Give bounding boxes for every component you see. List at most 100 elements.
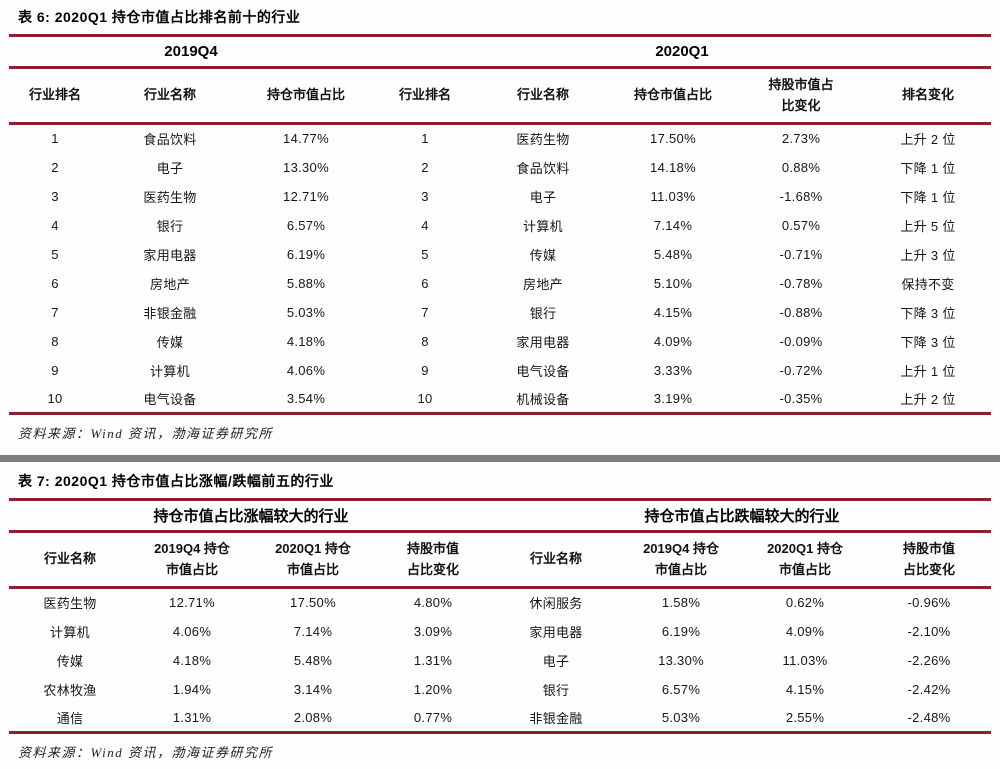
table-cell: 计算机 — [150, 363, 190, 379]
table-cell: 13.30% — [283, 159, 329, 175]
table-cell: 6 — [51, 275, 59, 291]
table-cell: 非银金融 — [143, 305, 197, 321]
section-divider-bar — [0, 455, 1000, 462]
table-cell: 电气设备 — [101, 384, 239, 415]
table-cell: 3 — [51, 188, 59, 204]
table-cell: 4.15% — [785, 681, 825, 697]
column-header-cell: 2020Q1 持仓 市值占比 — [253, 531, 373, 589]
table-cell: 3.33% — [653, 362, 693, 378]
table6-title: 表 6: 2020Q1 持仓市值占比排名前十的行业 — [18, 9, 301, 25]
table-cell: 电子 — [529, 189, 557, 205]
table-cell: 7 — [421, 304, 429, 320]
table-cell: 7.14% — [293, 623, 333, 639]
table-cell: 5.03% — [286, 304, 326, 320]
table-cell: 2 — [421, 159, 429, 175]
column-header-cell: 行业名称 — [477, 67, 609, 125]
table-cell: 3.19% — [609, 384, 737, 415]
table7-group-losers: 持仓市值占比跌幅较大的行业 — [493, 498, 992, 533]
table-cell: 4.15% — [653, 304, 693, 320]
column-header-cell: 持仓市值占比 — [239, 67, 373, 125]
table-cell: 食品饮料 — [516, 160, 570, 176]
table-cell: -0.72% — [779, 362, 823, 378]
table-cell: 9 — [421, 362, 429, 378]
table-cell: 下降 3 位 — [900, 334, 956, 350]
table-cell: 传媒 — [529, 247, 557, 263]
table-cell: 3.54% — [239, 384, 373, 415]
table-cell: 医药生物 — [516, 132, 570, 148]
table-cell: 计算机 — [523, 218, 563, 234]
table-cell: 4 — [51, 217, 59, 233]
table-row: 通信 1.31% 2.08% 0.77% 非银金融 5.03% 2.55% -2.48% — [9, 703, 992, 734]
table-cell: 1.58% — [661, 595, 701, 611]
table-cell: 保持不变 — [901, 276, 955, 292]
table-cell: 上升 5 位 — [900, 218, 956, 234]
table-cell: 0.62% — [785, 595, 825, 611]
table-cell: 13.30% — [658, 652, 704, 668]
table-cell: 3.09% — [413, 623, 453, 639]
table-cell: 2.73% — [781, 131, 821, 147]
table-cell: 0.57% — [781, 217, 821, 233]
table-row: 9 计算机 4.06% 9 电气设备 3.33% -0.72% 上升 1 位 — [9, 356, 991, 385]
table-cell: 家用电器 — [143, 247, 197, 263]
table-cell: -2.48% — [867, 703, 992, 734]
table-cell: 通信 — [9, 703, 131, 734]
table-cell: 5.88% — [286, 275, 326, 291]
table-row: 2 电子 13.30% 2 食品饮料 14.18% 0.88% 下降 1 位 — [9, 153, 991, 182]
table-cell: 上升 1 位 — [900, 363, 956, 379]
column-header-cell: 持股市值占 比变化 — [737, 67, 865, 125]
table-cell: 14.77% — [283, 131, 329, 147]
table-cell: 1.20% — [413, 681, 453, 697]
table-cell: 1 — [421, 131, 429, 147]
table-cell: 4.06% — [286, 362, 326, 378]
table-cell: 5.48% — [653, 246, 693, 262]
column-header-cell: 行业名称 — [101, 67, 239, 125]
table-cell: 休闲服务 — [529, 596, 583, 612]
column-header-cell: 2020Q1 持仓 市值占比 — [743, 531, 868, 589]
table7-body: 医药生物 12.71% 17.50% 4.80% 休闲服务 1.58% 0.62% -0.96… — [9, 588, 992, 734]
table-cell: 家用电器 — [516, 334, 570, 350]
table-cell: 4.18% — [286, 333, 326, 349]
table-cell: 5.10% — [653, 275, 693, 291]
table-cell: -0.35% — [737, 384, 865, 415]
table-cell: 8 — [51, 333, 59, 349]
table-cell: 1 — [51, 131, 59, 147]
table-cell: 0.77% — [373, 703, 494, 734]
table-cell: -2.42% — [907, 681, 951, 697]
table-cell: 5 — [51, 246, 59, 262]
table6-body: 1 食品饮料 14.77% 1 医药生物 17.50% 2.73% 上升 2 位 2 电子 13.3… — [9, 124, 992, 415]
table-cell: 2 — [51, 159, 59, 175]
table-cell: 上升 3 位 — [900, 247, 956, 263]
table-cell: 8 — [421, 333, 429, 349]
table-cell: -0.88% — [779, 304, 823, 320]
table7-column-header-row: 行业名称 2019Q4 持仓 市值占比 2020Q1 持仓 市值占比 持股市值 占比变… — [9, 531, 992, 589]
table-cell: 4.09% — [785, 623, 825, 639]
table-cell: 机械设备 — [477, 384, 609, 415]
table-row: 3 医药生物 12.71% 3 电子 11.03% -1.68% 下降 1 位 — [9, 182, 991, 211]
table-cell: 计算机 — [50, 624, 90, 640]
table-row: 医药生物 12.71% 17.50% 4.80% 休闲服务 1.58% 0.62% -0.96… — [9, 588, 991, 617]
table6-group-header-row: 2019Q4 2020Q1 — [9, 34, 992, 69]
table-cell: 银行 — [542, 682, 570, 698]
table-cell: 银行 — [156, 218, 184, 234]
table-cell: -0.96% — [907, 595, 951, 611]
table-cell: 6.57% — [286, 217, 326, 233]
table-cell: 医药生物 — [43, 596, 97, 612]
table-cell: 6.19% — [286, 246, 326, 262]
table7-section: 表 7: 2020Q1 持仓市值占比涨幅/跌幅前五的行业 持仓市值占比涨幅较大的… — [0, 462, 1000, 761]
table6-group-2020q1: 2020Q1 — [373, 34, 992, 69]
table-row: 7 非银金融 5.03% 7 银行 4.15% -0.88% 下降 3 位 — [9, 298, 991, 327]
table-cell: 3 — [421, 188, 429, 204]
table-cell: -0.09% — [779, 333, 823, 349]
table-cell: 下降 3 位 — [900, 305, 956, 321]
table-cell: 6 — [421, 275, 429, 291]
table-cell: 5.03% — [619, 703, 744, 734]
table-cell: 非银金融 — [493, 703, 620, 734]
column-header-cell: 持股市值 占比变化 — [867, 531, 992, 589]
table-row: 10 电气设备 3.54% 10 机械设备 3.19% -0.35% 上升 2 位 — [9, 384, 992, 415]
table-cell: 10 — [9, 384, 101, 415]
table6-group-2019q4: 2019Q4 — [9, 34, 373, 69]
table-cell: 电子 — [156, 160, 184, 176]
table-row: 传媒 4.18% 5.48% 1.31% 电子 13.30% 11.03% -2.26% — [9, 646, 991, 675]
table-cell: 下降 1 位 — [900, 160, 956, 176]
table-cell: 食品饮料 — [143, 132, 197, 148]
